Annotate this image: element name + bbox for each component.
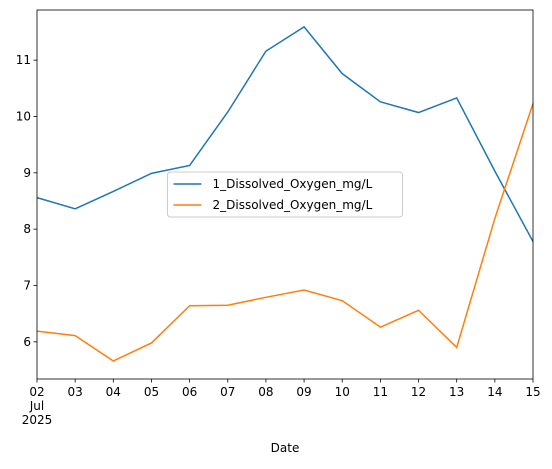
legend-label: 1_Dissolved_Oxygen_mg/L [213, 177, 373, 191]
x-tick-label: 03 [68, 385, 83, 399]
x-tick-label: 04 [106, 385, 121, 399]
x-tick-label: 11 [373, 385, 388, 399]
x-tick-label: 14 [487, 385, 502, 399]
x-tick-label: 06 [182, 385, 197, 399]
x-sublabel: Jul [29, 399, 44, 413]
data-line [36, 103, 534, 362]
y-tick-label: 11 [16, 53, 31, 67]
x-axis-label: Date [271, 441, 300, 455]
plot-frame [36, 9, 534, 380]
legend-box [167, 171, 403, 218]
x-tick-label: 15 [525, 385, 540, 399]
data-line [36, 25, 534, 242]
y-tick-label: 7 [23, 278, 31, 292]
x-tick-label: 05 [144, 385, 159, 399]
y-tick-label: 10 [16, 109, 31, 123]
x-tick-label: 08 [258, 385, 273, 399]
y-tick-label: 6 [23, 335, 31, 349]
x-sublabel: 2025 [22, 413, 53, 427]
x-tick-label: 02 [29, 385, 44, 399]
x-tick-label: 10 [335, 385, 350, 399]
y-tick-label: 8 [23, 222, 31, 236]
legend-label: 2_Dissolved_Oxygen_mg/L [213, 198, 373, 212]
y-tick-label: 9 [23, 166, 31, 180]
x-tick-label: 13 [449, 385, 464, 399]
x-tick-label: 12 [411, 385, 426, 399]
x-tick-label: 07 [220, 385, 235, 399]
x-tick-label: 09 [296, 385, 311, 399]
